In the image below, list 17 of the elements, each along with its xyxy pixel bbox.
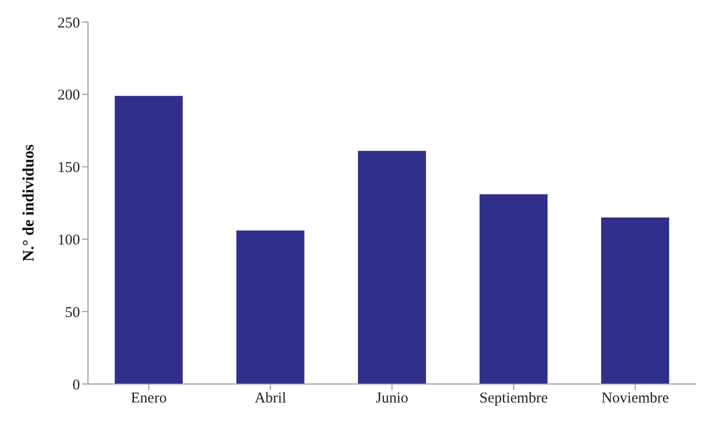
bar — [601, 217, 670, 384]
x-tick-label: Noviembre — [601, 390, 670, 407]
x-tick-label: Abril — [254, 390, 286, 407]
bar — [236, 230, 304, 384]
x-tick-label: Junio — [376, 390, 408, 407]
y-axis-title: N.° de individuos — [20, 144, 38, 262]
bar — [480, 194, 548, 384]
bar — [114, 96, 183, 384]
x-tick-label: Septiembre — [479, 390, 548, 407]
bar — [358, 150, 426, 384]
y-tick-label: 100 — [58, 232, 80, 249]
y-tick-label: 250 — [58, 15, 80, 32]
y-tick-label: 150 — [58, 160, 80, 176]
y-tick-label: 50 — [65, 304, 80, 321]
y-tick-label: 200 — [58, 88, 80, 104]
x-tick-label: Enero — [130, 390, 167, 407]
y-tick-label: 0 — [72, 377, 80, 394]
